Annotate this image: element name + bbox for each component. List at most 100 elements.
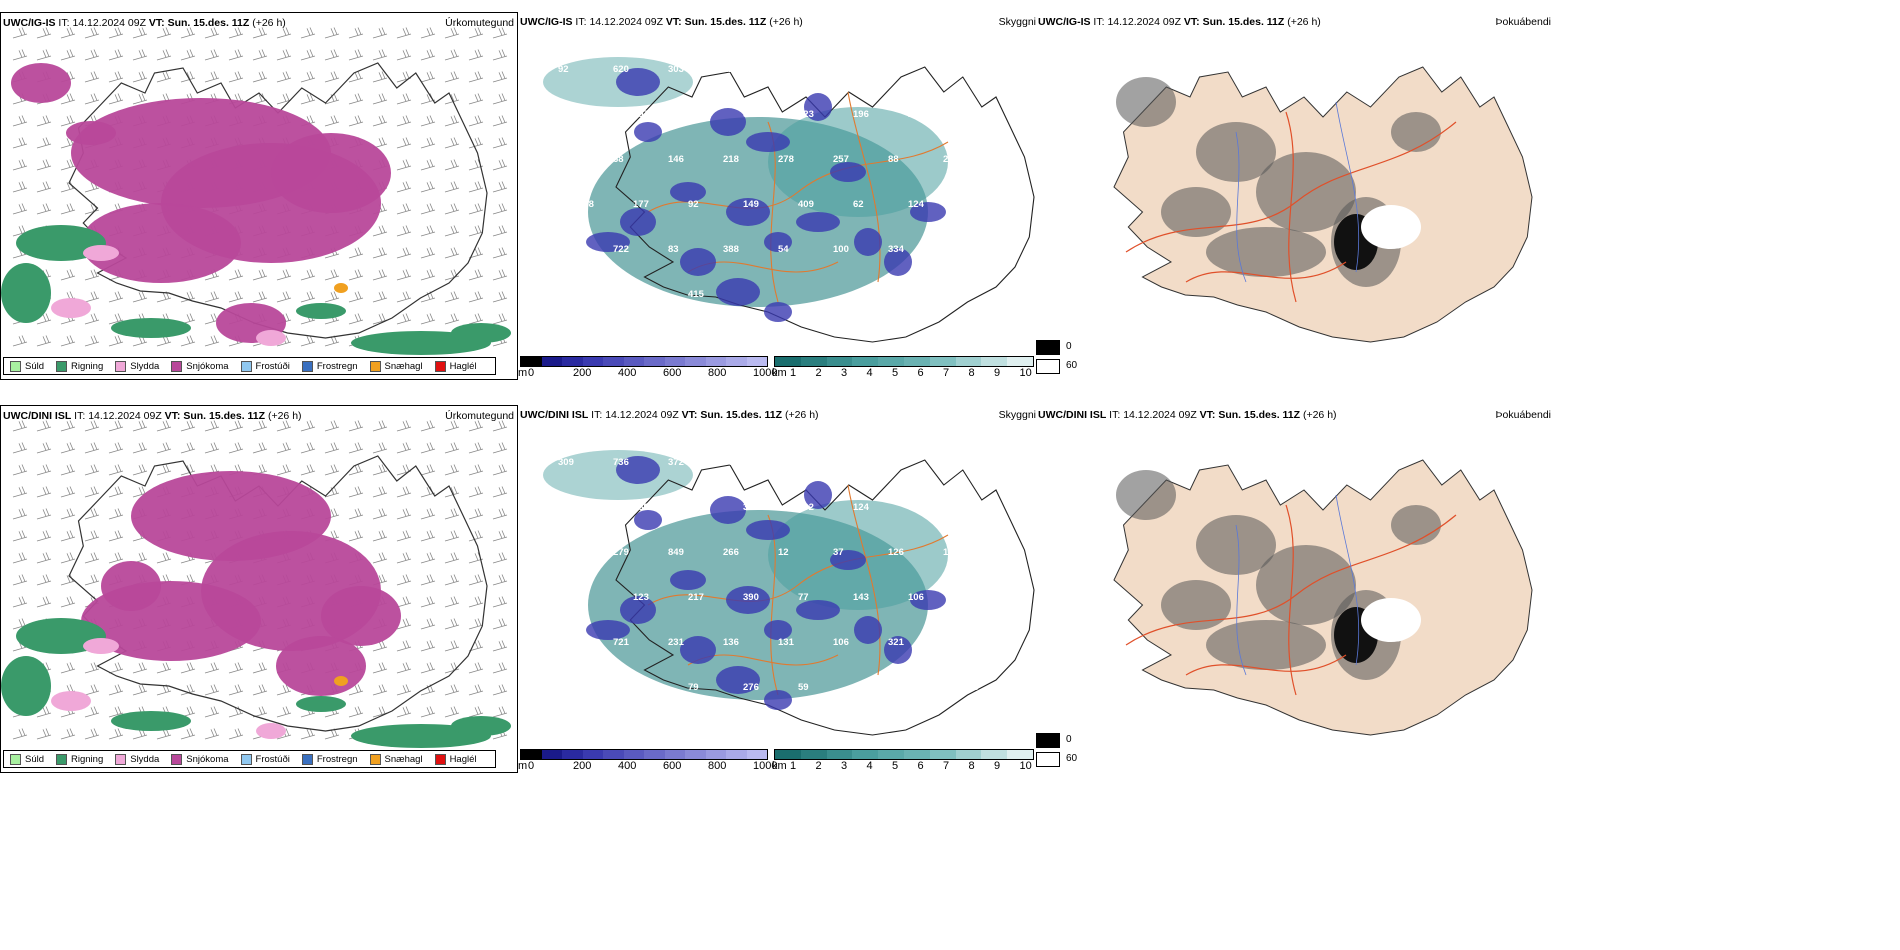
sleet-area (51, 691, 91, 711)
cloud-base-label: 309 (558, 457, 574, 468)
cloud-base-label: 372 (668, 457, 684, 468)
cloud-base-label: 217 (688, 592, 704, 603)
legend-item: Slydda (115, 753, 160, 765)
cloud-base-label: 776 (963, 199, 979, 210)
km-tick: 2 (815, 367, 822, 379)
km-tick: 9 (994, 760, 1001, 772)
cloud-base-label: 12 (778, 547, 789, 558)
colorbar-cell (623, 357, 644, 366)
km-tick: 3 (841, 760, 848, 772)
legend-swatch (240, 360, 252, 372)
colorbar-cell (929, 357, 956, 366)
cloud-colorbars-2: m 0 200 400 600 800 1000 km 1 2 3 4 5 6 7 8 9 10 (518, 749, 1036, 773)
cloud-base-label: 283 (908, 682, 924, 693)
legend-swatch (10, 360, 21, 372)
cloud-base-label: 415 (688, 289, 705, 300)
low-cloud-area (634, 510, 662, 530)
legend-swatch (171, 360, 183, 372)
cloud-title-2: Skyggni (998, 409, 1036, 421)
cloud-base-label: 124 (853, 502, 870, 513)
cloud-header-1: UWC/IG-IS IT: 14.12.2024 09Z VT: Sun. 15… (520, 16, 803, 28)
km-colorbar (774, 749, 1034, 760)
legend-label: Súld (25, 753, 45, 765)
colorbar-cell (903, 357, 930, 366)
cloud-base-label: 68 (613, 154, 624, 165)
m-tick: 0 (528, 760, 535, 772)
m-tick: 800 (708, 367, 727, 379)
glacier-area (1361, 205, 1421, 249)
legend-swatch (369, 360, 381, 372)
cloud-base-label: 303 (668, 64, 684, 75)
legend-label: Rigning (71, 753, 104, 765)
rain-area (111, 711, 191, 731)
low-cloud-area (680, 248, 716, 276)
km-tick: 10 (1019, 367, 1032, 379)
legend-swatch (301, 753, 313, 765)
fog-area (1206, 227, 1326, 277)
cloud-base-label: 68 (578, 289, 589, 300)
cloud-base-label: 356 (578, 502, 594, 513)
cloud-base-label: 261 (833, 457, 850, 468)
cloud-base-label: 111 (633, 682, 649, 693)
cloud-base-label: 149 (833, 64, 849, 75)
m-tick: 200 (573, 760, 592, 772)
m-tick: 800 (708, 760, 727, 772)
legend-item: Snjókoma (171, 360, 229, 372)
km-tick: 10 (1019, 760, 1032, 772)
m-colorbar (520, 356, 768, 367)
km-tick: 1 (790, 760, 797, 772)
cloud-base-label: 94 (613, 727, 624, 738)
cloud-base-label: 177 (633, 199, 649, 210)
snow-area (276, 636, 366, 696)
legend-label: Slydda (130, 753, 160, 765)
legend-label: Snæhagl (384, 360, 423, 372)
colorbar-cell (800, 750, 827, 759)
colorbar-cell (685, 357, 706, 366)
cloud-base-label: 131 (778, 637, 795, 648)
fog-legend-60-2: 60 (1066, 753, 1078, 764)
rain-area (296, 303, 346, 319)
m-tick: 400 (618, 760, 637, 772)
cloud-panel-2: UWC/DINI ISL IT: 14.12.2024 09Z VT: Sun.… (518, 405, 1036, 773)
m-unit: m (518, 367, 528, 379)
cloud-base-label: 79 (688, 682, 699, 693)
colorbar-cell (878, 750, 904, 759)
fog-title-2: Þokuábendi (1495, 409, 1551, 421)
legend-label: Snæhagl (384, 753, 423, 765)
colorbar-cell (623, 750, 644, 759)
km-tick: 4 (866, 367, 873, 379)
cloud-title-1: Skyggni (998, 16, 1036, 28)
colorbar-cell (603, 357, 624, 366)
colorbar-cell (981, 750, 1008, 759)
km-tick: 7 (943, 760, 950, 772)
low-cloud-area (910, 202, 946, 222)
cloud-base-label: 490 (943, 637, 959, 648)
km-tick: 5 (892, 367, 899, 379)
precip-legend-1: Súld Rigning Slydda Snjókoma Frostúði Frostre… (3, 357, 496, 375)
cloud-base-label: 549 (743, 109, 759, 120)
colorbar-cell (746, 357, 767, 366)
legend-swatch (56, 753, 68, 765)
colorbar-cell (664, 750, 685, 759)
low-cloud-area (764, 232, 792, 252)
cloud-base-label: 508 (778, 457, 794, 468)
low-cloud-area (670, 570, 706, 590)
coastline (68, 455, 488, 732)
cloud-base-label: 722 (613, 244, 629, 255)
cloud-base-label: 196 (888, 457, 904, 468)
low-cloud-area (716, 666, 760, 694)
cloud-base-label: 195 (943, 64, 960, 75)
km-tick: 7 (943, 367, 950, 379)
cloud-base-label: 124 (908, 199, 925, 210)
cloud-base-label: 276 (743, 682, 759, 693)
rain-area (1, 656, 51, 716)
colorbar-cell (746, 750, 767, 759)
colorbar-cell (541, 750, 562, 759)
cloud-base-label: 169 (633, 502, 649, 513)
rain-area (451, 716, 511, 736)
fog-header-1: UWC/IG-IS IT: 14.12.2024 09Z VT: Sun. 15… (1038, 16, 1321, 28)
km-tick: 8 (968, 367, 975, 379)
colorbar-cell (775, 750, 801, 759)
low-cloud-area (634, 122, 662, 142)
colorbar-cell (955, 750, 982, 759)
